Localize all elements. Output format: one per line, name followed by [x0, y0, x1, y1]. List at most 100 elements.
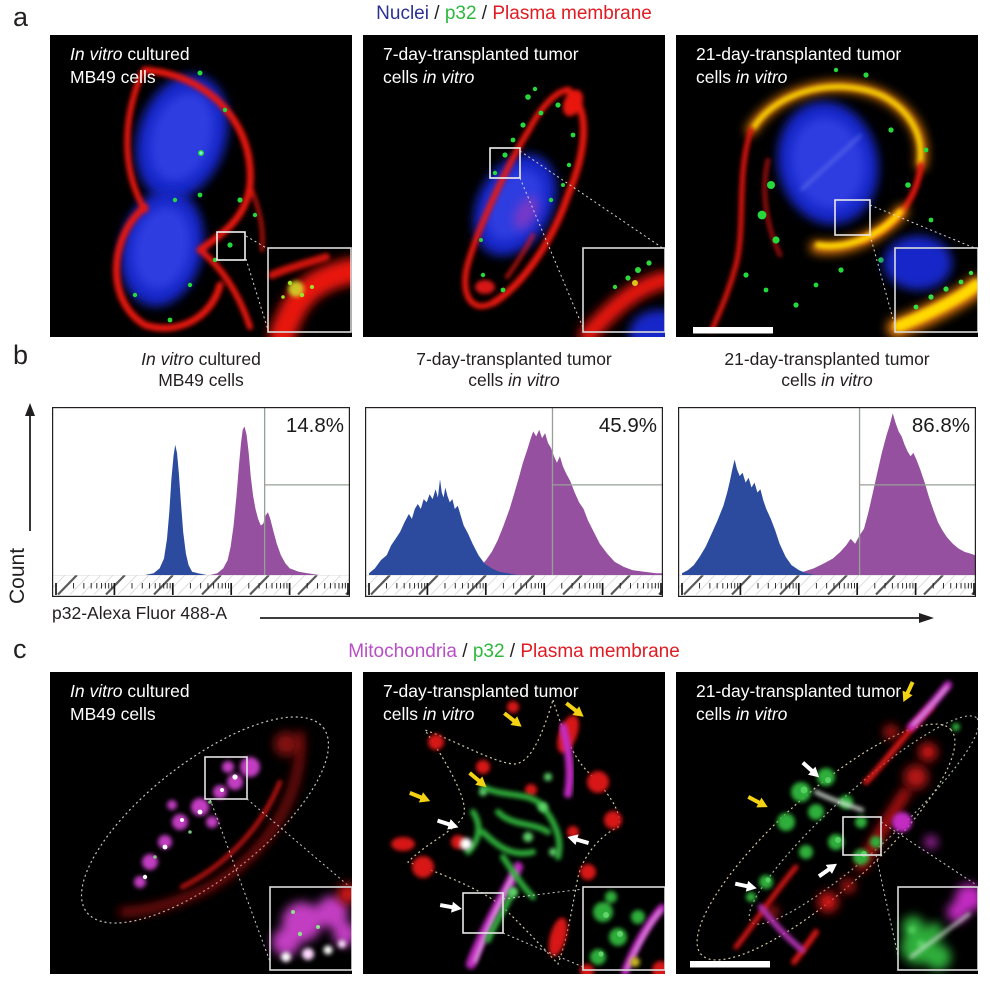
flow-histogram-2: 45.9%: [365, 407, 663, 597]
plot-border: [365, 407, 663, 597]
panel-a-label: a: [13, 2, 29, 32]
mitochondria: [134, 757, 260, 888]
micrograph-a2-art: [363, 35, 665, 337]
title-line1: 7-day-transplanted tumor: [383, 681, 579, 701]
title-rest: cells: [781, 370, 822, 391]
legend-p32: p32: [472, 641, 505, 662]
panel-a-legend: Nuclei / p32 / Plasma membrane: [50, 3, 978, 25]
title-rest: cultured: [193, 349, 261, 369]
zoom-region-box: [842, 816, 882, 856]
title-line1: 7-day-transplanted tumor: [383, 44, 579, 64]
title-rest: cells: [696, 67, 736, 88]
flow-histogram-3: 86.8%: [678, 407, 976, 597]
gate-percentage: 14.8%: [286, 414, 344, 437]
title-italic: in vitro: [422, 67, 475, 88]
series-unstained-control: [682, 459, 816, 575]
connector-lines: [869, 204, 978, 331]
series-p32-stained: [791, 413, 975, 575]
x-axis-label: p32-Alexa Fluor 488-A: [52, 603, 228, 623]
connector-lines: [875, 821, 976, 966]
inset: [267, 247, 352, 337]
flow-histogram-1: 14.8%: [52, 407, 350, 597]
p32-puncta: [132, 70, 258, 323]
series-unstained-control: [369, 479, 517, 575]
white-arrows: [734, 761, 838, 892]
legend-separator: /: [504, 641, 521, 662]
inset: [884, 236, 978, 337]
title-italic: in vitro: [508, 370, 560, 391]
inset: [579, 247, 665, 337]
nucleus: [777, 101, 879, 225]
x-axis-arrow: [260, 613, 934, 623]
inset: [269, 884, 352, 971]
title-rest: cells: [468, 370, 509, 391]
white-arrows: [436, 818, 590, 913]
image-title: 7-day-transplanted tumor cells in vitro: [383, 680, 579, 726]
zoom-region-box: [834, 199, 871, 236]
colocalized-streak: [814, 790, 864, 812]
histogram-title-2: 7-day-transplanted tumor cells in vitro: [365, 349, 663, 392]
title-line1: 21-day-transplanted tumor: [724, 349, 930, 369]
cell-outline-dashed: [406, 697, 620, 966]
micrograph-c3-art: [676, 672, 978, 974]
title-italic: In vitro: [70, 44, 123, 64]
micrograph-a1-art: [50, 35, 352, 337]
histogram-title-3: 21-day-transplanted tumor cells in vitro: [678, 349, 976, 392]
title-italic: in vitro: [735, 67, 788, 88]
series-p32-stained: [209, 426, 320, 575]
title-italic: In vitro: [70, 681, 123, 701]
p32-bright: [479, 773, 557, 897]
micrograph-a2: 7-day-transplanted tumor cells in vitro: [363, 35, 665, 337]
legend-mitochondria: Mitochondria: [348, 641, 457, 662]
micrograph-a3-art: [676, 35, 978, 337]
series-p32-stained: [463, 429, 662, 575]
micrograph-a1: In vitro cultured MB49 cells: [50, 35, 352, 337]
legend-plasma-membrane: Plasma membrane: [492, 3, 652, 24]
log-ticks: [681, 583, 975, 595]
nuclei: [120, 74, 229, 307]
panel-c-legend: Mitochondria / p32 / Plasma membrane: [50, 641, 978, 663]
plasma-membrane: [112, 66, 265, 332]
image-title: 7-day-transplanted tumor cells in vitro: [383, 43, 579, 89]
title-line1: 21-day-transplanted tumor: [696, 44, 902, 64]
legend-separator: /: [428, 3, 445, 24]
micrograph-a3: 21-day-transplanted tumor cells in vitro: [676, 35, 978, 337]
plot-border: [52, 407, 350, 597]
legend-separator: /: [476, 3, 493, 24]
gate-lines: [263, 408, 349, 575]
title-rest: cultured: [122, 44, 190, 64]
title-rest: cells: [696, 704, 736, 725]
micrograph-c2-art: [363, 672, 665, 974]
zoom-region-box: [462, 892, 504, 934]
connector-lines: [245, 235, 269, 331]
image-title: 21-day-transplanted tumor cells in vitro: [696, 43, 901, 89]
connector-lines: [519, 150, 665, 331]
legend-nuclei: Nuclei: [376, 3, 429, 24]
image-title: In vitro cultured MB49 cells: [70, 680, 190, 726]
title-italic: in vitro: [422, 704, 475, 725]
count-axis-arrow: [25, 403, 35, 531]
title-rest: cells: [383, 67, 423, 88]
yellow-arrows: [409, 701, 584, 803]
title-line1: 21-day-transplanted tumor: [696, 681, 902, 701]
inset: [580, 886, 665, 974]
gate-percentage: 86.8%: [912, 414, 970, 437]
zoom-region-box: [489, 147, 521, 179]
scale-bar: [693, 327, 773, 334]
gate-lines: [858, 408, 975, 575]
panel-b-label: b: [13, 340, 29, 370]
colocalized-spot: [460, 838, 472, 850]
legend-p32: p32: [444, 3, 477, 24]
gate-lines: [551, 408, 662, 575]
plot-border: [678, 407, 976, 597]
title-rest: cultured: [122, 681, 190, 701]
log-ticks: [368, 583, 662, 595]
p32-puncta: [743, 67, 934, 308]
legend-plasma-membrane: Plasma membrane: [520, 641, 680, 662]
bright-puncta: [142, 774, 238, 880]
cell-outlines-dashed: [696, 715, 978, 961]
plasma-membrane: [462, 86, 588, 310]
title-italic: In vitro: [141, 349, 194, 369]
micrograph-c3: 21-day-transplanted tumor cells in vitro: [676, 672, 978, 974]
micrograph-c1: In vitro cultured MB49 cells: [50, 672, 352, 974]
